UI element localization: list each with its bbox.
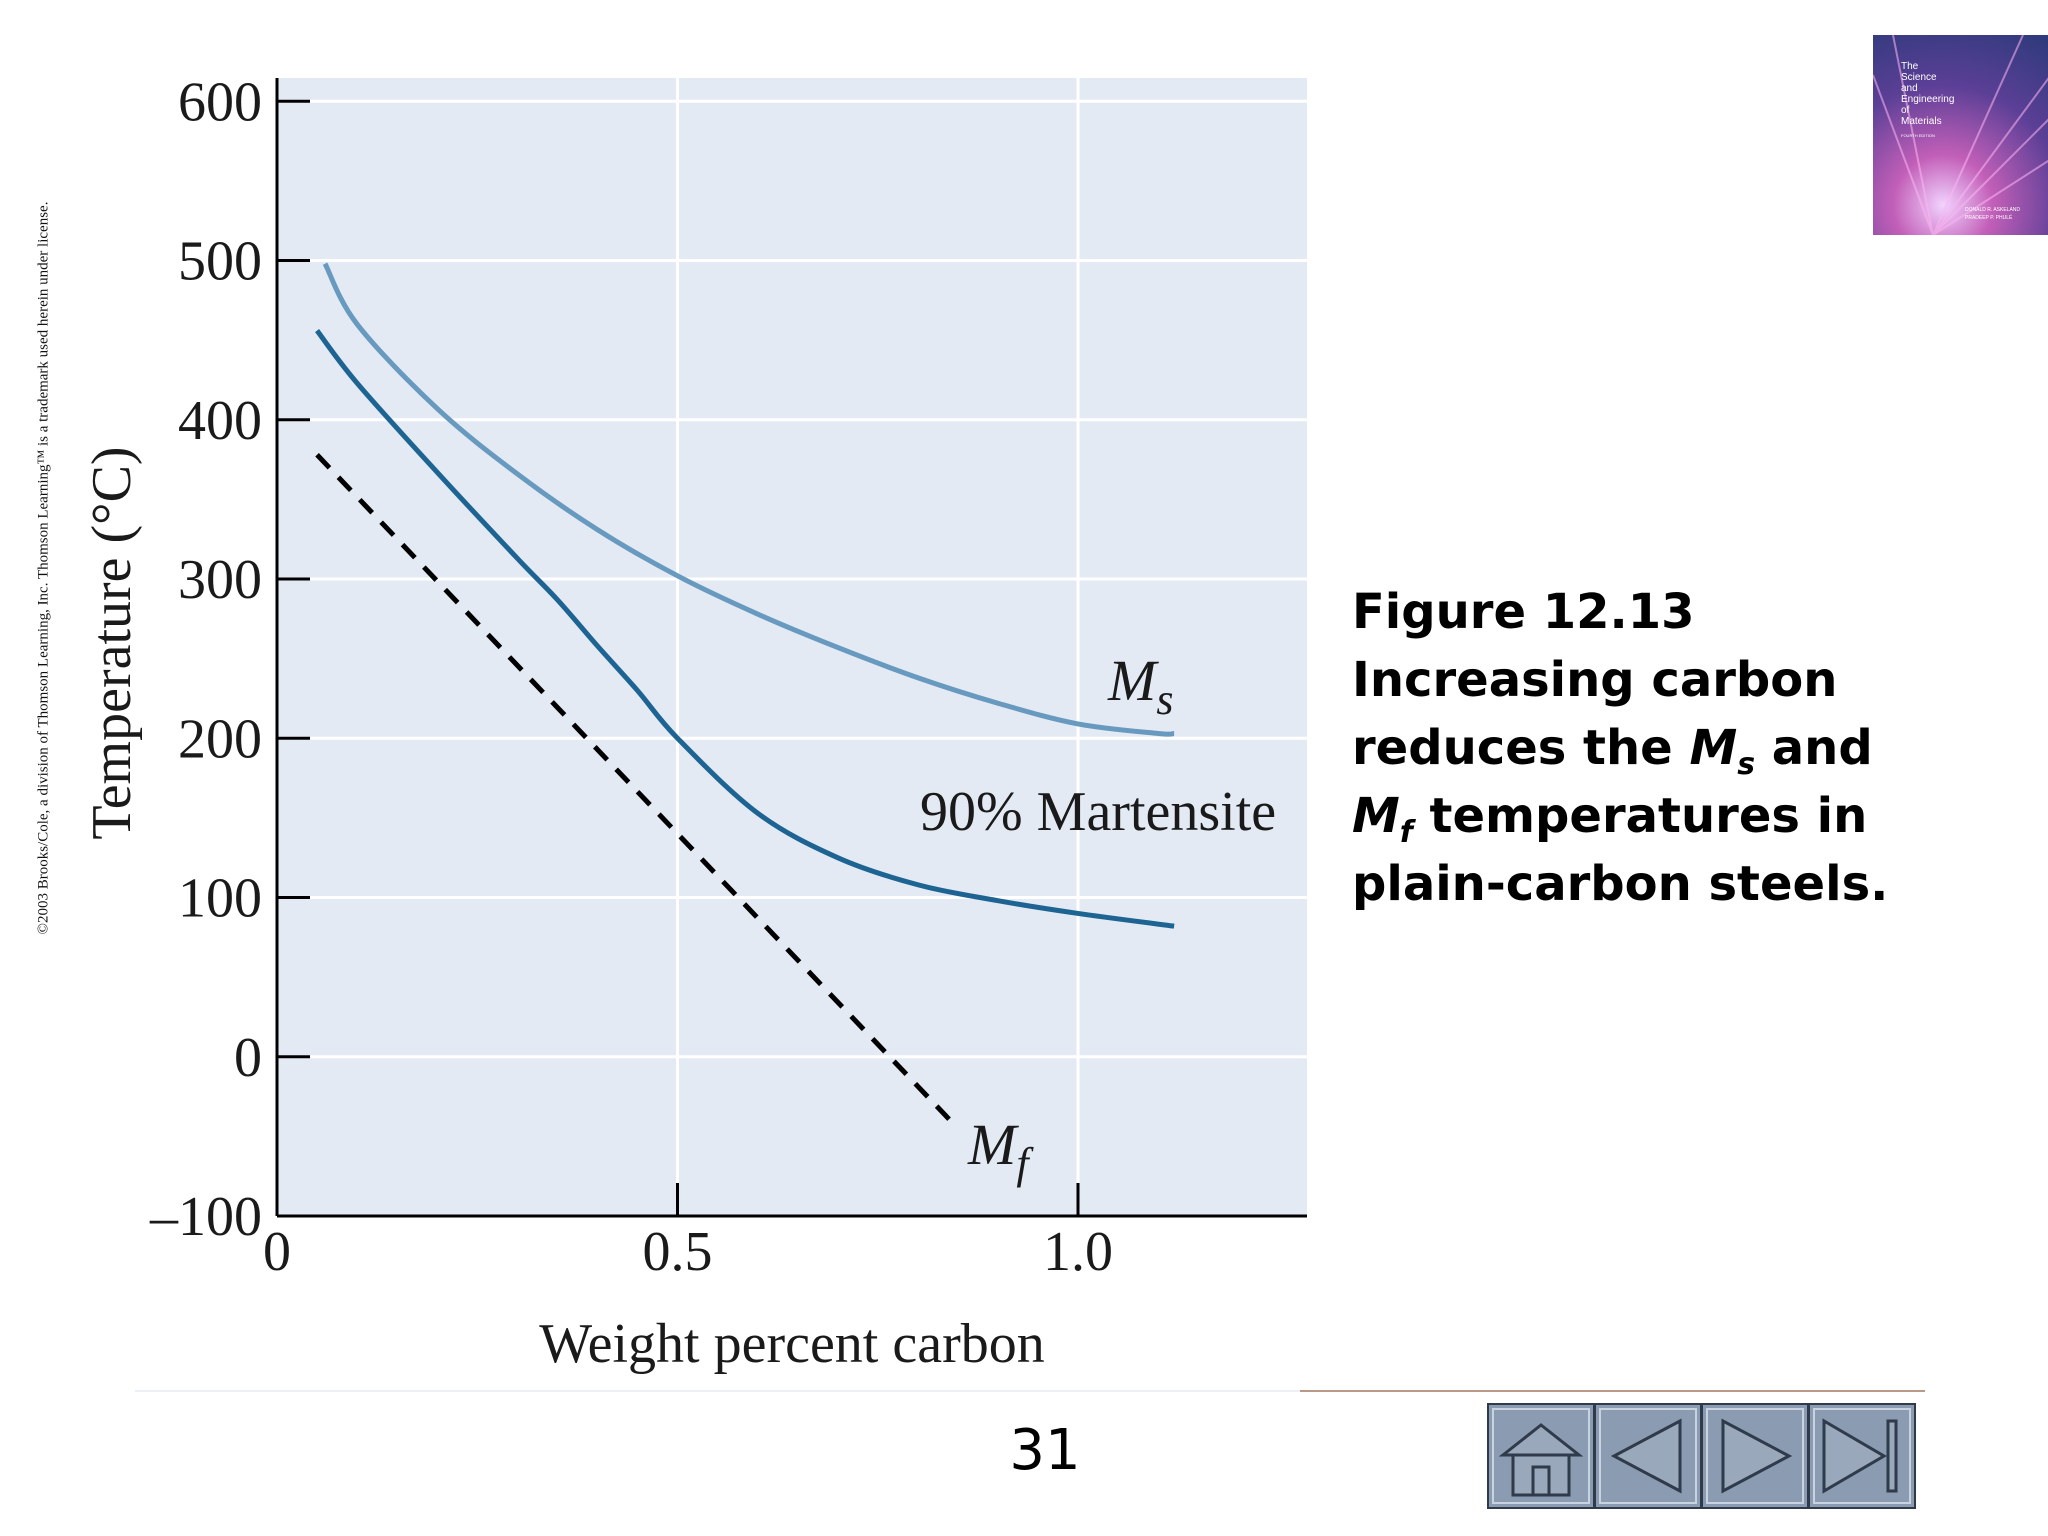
next-slide-button[interactable] xyxy=(1701,1403,1809,1509)
caption-line-3: Mf temperatures in xyxy=(1352,788,1868,850)
home-button[interactable] xyxy=(1487,1403,1595,1509)
previous-triangle-icon xyxy=(1610,1418,1682,1494)
book-cover-fibers xyxy=(1873,35,2048,235)
y-tick-label: 500 xyxy=(178,231,262,293)
svg-text:Science: Science xyxy=(1901,72,1937,83)
y-tick-label: 300 xyxy=(178,549,262,611)
x-tick-label: 0 xyxy=(263,1221,291,1283)
svg-text:DONALD R. ASKELAND: DONALD R. ASKELAND xyxy=(1965,207,2020,213)
plot-background xyxy=(277,78,1307,1216)
page-number: 31 xyxy=(1009,1418,1081,1483)
y-tick-label: 200 xyxy=(178,708,262,770)
svg-text:FOURTH EDITION: FOURTH EDITION xyxy=(1901,133,1935,138)
last-slide-button[interactable] xyxy=(1808,1403,1916,1509)
svg-text:of: of xyxy=(1901,105,1910,116)
svg-text:Engineering: Engineering xyxy=(1901,94,1954,105)
y-tick-label: 600 xyxy=(178,71,262,133)
svg-text:The: The xyxy=(1901,61,1919,72)
x-tick-label: 0.5 xyxy=(643,1221,713,1283)
book-cover-image: The Science and Engineering of Materials… xyxy=(1873,35,2048,235)
svg-text:PRADEEP P. PHULÉ: PRADEEP P. PHULÉ xyxy=(1965,214,2013,221)
footer-divider-right xyxy=(1300,1390,1925,1392)
last-slide-icon xyxy=(1822,1418,1898,1494)
y-tick-label: 400 xyxy=(178,390,262,452)
caption-heading: Figure 12.13 xyxy=(1352,584,1695,640)
caption-line-1: Increasing carbon xyxy=(1352,652,1838,708)
home-icon xyxy=(1498,1423,1584,1497)
x-axis-label: Weight percent carbon xyxy=(539,1313,1044,1375)
book-cover-title: The Science and Engineering of Materials… xyxy=(1901,61,1954,138)
svg-text:Materials: Materials xyxy=(1901,116,1942,127)
previous-slide-button[interactable] xyxy=(1594,1403,1702,1509)
book-cover-background xyxy=(1873,35,2048,235)
caption-line-2: reduces the Ms and xyxy=(1352,720,1873,782)
ms-curve xyxy=(322,262,1175,737)
y-tick-label: 0 xyxy=(234,1027,262,1089)
ms-symbol: Ms xyxy=(1689,720,1756,782)
book-cover-authors: DONALD R. ASKELAND PRADEEP P. PHULÉ xyxy=(1965,207,2020,221)
caption-line-4: plain-carbon steels. xyxy=(1352,856,1889,912)
footer-divider-left xyxy=(135,1390,1300,1392)
y-tick-label: –100 xyxy=(149,1186,262,1248)
ms-label: Ms xyxy=(1107,648,1173,724)
martensite-90-label: 90% Martensite xyxy=(920,781,1276,843)
svg-text:and: and xyxy=(1901,83,1918,94)
figure-caption: Figure 12.13 Increasing carbon reduces t… xyxy=(1352,578,1972,918)
x-tick-label: 1.0 xyxy=(1043,1221,1113,1283)
y-axis-label: Temperature (°C) xyxy=(81,446,143,839)
martensite-90-curve xyxy=(315,329,1175,929)
mf-symbol: Mf xyxy=(1352,788,1413,850)
y-tick-label: 100 xyxy=(178,868,262,930)
next-triangle-icon xyxy=(1721,1418,1793,1494)
